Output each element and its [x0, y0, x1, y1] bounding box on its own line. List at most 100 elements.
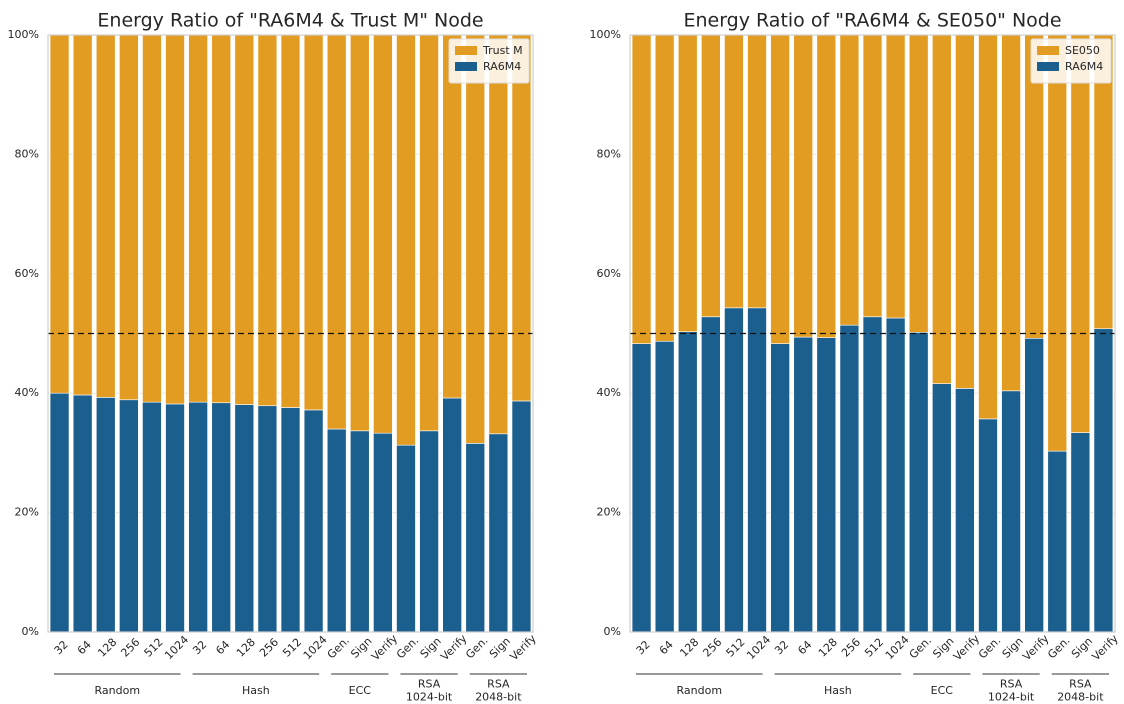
- bar-segment: [303, 34, 324, 411]
- legend-swatch: [455, 46, 477, 55]
- y-tick-label: 0%: [22, 625, 39, 638]
- legend-swatch: [1037, 46, 1059, 55]
- chart: Energy Ratio of "RA6M4 & Trust M" Node 0%…: [8, 10, 540, 704]
- x-tick-label: 128: [816, 636, 840, 660]
- bar-segment: [839, 324, 860, 633]
- group-label: Hash: [824, 684, 852, 697]
- bar-segment: [188, 34, 208, 403]
- bar-segment: [211, 402, 231, 633]
- x-tick-label: 512: [280, 636, 304, 660]
- y-tick-label: 100%: [8, 28, 39, 41]
- bar-segment: [142, 401, 162, 633]
- bar-segment: [1024, 337, 1044, 633]
- legend-swatch: [455, 62, 477, 71]
- bar-segment: [511, 34, 532, 402]
- bar-segment: [280, 407, 301, 633]
- bar-segment: [1047, 34, 1068, 452]
- bar-segment: [211, 34, 231, 404]
- bar-segment: [677, 34, 698, 333]
- x-tick-label: 256: [118, 636, 142, 660]
- x-tick-label: 32: [190, 638, 209, 657]
- chart-title: Energy Ratio of "RA6M4 & SE050" Node: [683, 10, 1061, 32]
- x-tick-label: Gen.: [1045, 634, 1072, 661]
- x-tick-label: 1024: [744, 633, 773, 662]
- x-tick-label: Gen.: [394, 634, 421, 661]
- legend-swatch: [1037, 62, 1059, 71]
- x-tick-label: 512: [142, 636, 166, 660]
- x-tick-label: 1024: [883, 633, 912, 662]
- y-tick-label: 20%: [597, 506, 621, 519]
- y-tick-label: 100%: [590, 28, 621, 41]
- x-tick-label: Verify: [369, 632, 401, 664]
- legend-label: Trust M: [482, 44, 523, 57]
- group-label: ECC: [931, 684, 954, 697]
- bar-segment: [1001, 390, 1021, 633]
- bar-segment: [747, 307, 767, 633]
- group-label: Random: [95, 684, 141, 697]
- legend-label: RA6M4: [1065, 60, 1103, 73]
- bar-segment: [119, 399, 139, 633]
- x-tick-label: 64: [795, 638, 814, 657]
- x-tick-label: 64: [657, 638, 676, 657]
- group-label: Random: [677, 684, 723, 697]
- bar-segment: [350, 430, 370, 633]
- bar-segment: [511, 400, 532, 633]
- bar-segment: [442, 34, 462, 399]
- group-label: Hash: [242, 684, 270, 697]
- y-tick-label: 80%: [597, 147, 621, 160]
- bar-segment: [654, 340, 675, 633]
- bar-segment: [257, 34, 278, 407]
- chart: Energy Ratio of "RA6M4 & SE050" Node 0% 20…: [590, 10, 1122, 704]
- bar-segment: [816, 337, 837, 633]
- bar-segment: [908, 34, 929, 333]
- bar-segment: [49, 34, 70, 394]
- bar-segment: [631, 343, 652, 633]
- bar-segment: [793, 336, 813, 633]
- bar-segment: [793, 34, 813, 338]
- bar-segment: [488, 433, 509, 633]
- bar-segment: [280, 34, 301, 408]
- bar-segment: [701, 34, 721, 318]
- plot-frame: [47, 34, 534, 633]
- bar-segment: [49, 392, 70, 633]
- bar-segment: [816, 34, 837, 338]
- bar-segment: [465, 34, 486, 444]
- bar-segment: [119, 34, 139, 401]
- bar-segment: [442, 397, 462, 633]
- y-tick-label: 20%: [15, 506, 39, 519]
- x-tick-label: 1024: [162, 633, 191, 662]
- bar-segment: [419, 34, 439, 432]
- legend-label: SE050: [1065, 44, 1100, 57]
- x-tick-label: Verify: [1020, 632, 1052, 664]
- x-tick-label: 512: [724, 636, 748, 660]
- bar-segment: [770, 343, 790, 633]
- bar-segment: [396, 34, 416, 446]
- x-tick-label: 256: [839, 636, 863, 660]
- bar-segment: [955, 388, 975, 633]
- bar-segment: [701, 316, 721, 633]
- bar-segment: [95, 397, 116, 633]
- bar-segment: [234, 404, 255, 633]
- x-tick-label: 32: [52, 638, 71, 657]
- y-tick-label: 80%: [15, 147, 39, 160]
- x-tick-label: 128: [234, 636, 258, 660]
- bar-segment: [955, 34, 975, 389]
- bar-segment: [1093, 328, 1114, 633]
- y-tick-label: 40%: [597, 386, 621, 399]
- group-label: RSA: [487, 678, 510, 691]
- bar-segment: [326, 34, 347, 430]
- x-tick-label: Gen.: [463, 634, 490, 661]
- bar-segment: [257, 405, 278, 633]
- group-label: 2048-bit: [1057, 691, 1104, 704]
- bar-segment: [631, 34, 652, 344]
- bar-segment: [303, 409, 324, 633]
- x-tick-label: 512: [862, 636, 886, 660]
- bar-segment: [932, 383, 952, 633]
- bar-segment: [724, 307, 744, 633]
- bar-segment: [165, 34, 185, 405]
- x-tick-label: 256: [257, 636, 281, 660]
- bar-segment: [978, 418, 998, 633]
- bar-segment: [862, 34, 883, 318]
- bar-segment: [72, 34, 93, 396]
- bar-segment: [770, 34, 790, 344]
